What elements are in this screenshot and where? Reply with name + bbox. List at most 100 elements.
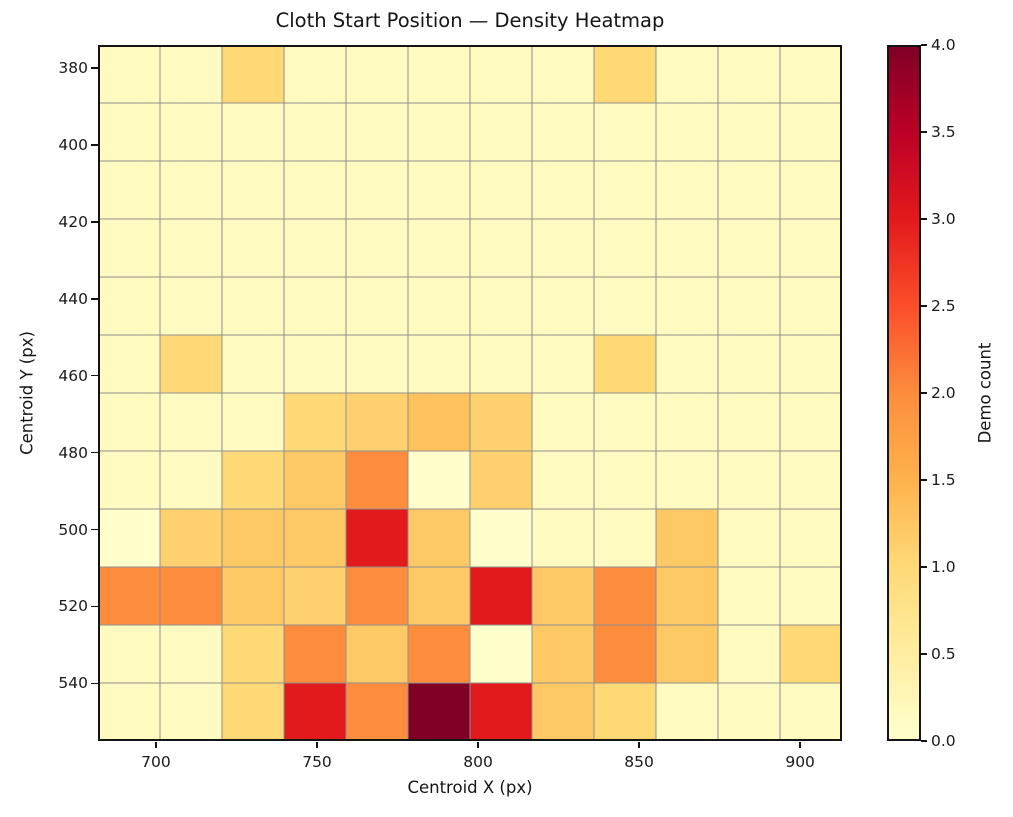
y-tick [91, 221, 98, 223]
heatmap-cell [98, 219, 160, 277]
heatmap-cell [408, 277, 470, 335]
heatmap-cell [718, 161, 780, 219]
heatmap-cell [408, 393, 470, 451]
y-tick-label: 540 [58, 674, 88, 693]
y-tick-label: 460 [58, 366, 88, 385]
heatmap-cell [346, 103, 408, 161]
heatmap-cell [222, 103, 284, 161]
heatmap-cell [284, 103, 346, 161]
heatmap-cell [718, 683, 780, 741]
heatmap-cell [284, 625, 346, 683]
heatmap-cell [656, 161, 718, 219]
x-tick-label: 900 [785, 753, 815, 771]
x-tick-label: 750 [302, 753, 332, 771]
heatmap-cell [594, 625, 656, 683]
heatmap-cell [346, 625, 408, 683]
heatmap-cell [780, 625, 842, 683]
heatmap-cell [532, 45, 594, 103]
heatmap-cell [532, 625, 594, 683]
heatmap-cell [594, 335, 656, 393]
heatmap-cell [718, 103, 780, 161]
heatmap-cell [532, 451, 594, 509]
colorbar-tick-label: 1.0 [931, 558, 956, 576]
heatmap-cell [346, 393, 408, 451]
heatmap-cell [408, 567, 470, 625]
heatmap-cell [470, 683, 532, 741]
heatmap-cell [408, 45, 470, 103]
heatmap-cell [160, 683, 222, 741]
x-tick [316, 742, 318, 748]
heatmap-cell [594, 45, 656, 103]
heatmap-cell [160, 335, 222, 393]
heatmap-cell [346, 45, 408, 103]
heatmap-plot [98, 45, 842, 741]
heatmap-cell [532, 509, 594, 567]
heatmap-cell [284, 161, 346, 219]
heatmap-cell [160, 161, 222, 219]
heatmap-cell [470, 567, 532, 625]
heatmap-cell [532, 335, 594, 393]
heatmap-cell [718, 509, 780, 567]
y-tick [91, 374, 98, 377]
heatmap-cell [532, 103, 594, 161]
heatmap-cell [98, 45, 160, 103]
heatmap-cell [718, 277, 780, 335]
heatmap-cell [718, 45, 780, 103]
heatmap-cell [408, 335, 470, 393]
y-tick-label: 380 [58, 59, 88, 78]
heatmap-cell [594, 277, 656, 335]
heatmap-cell [346, 219, 408, 277]
heatmap-cell [98, 683, 160, 741]
heatmap-cell [98, 625, 160, 683]
heatmap-cell [470, 277, 532, 335]
heatmap-cell [98, 509, 160, 567]
heatmap-cell [222, 683, 284, 741]
heatmap-cell [284, 509, 346, 567]
heatmap-cell [656, 335, 718, 393]
heatmap-cell [222, 393, 284, 451]
x-tick [799, 742, 801, 748]
heatmap-cell [718, 625, 780, 683]
heatmap-cell [408, 509, 470, 567]
heatmap-cell [222, 45, 284, 103]
heatmap-cell [780, 277, 842, 335]
heatmap-cell [594, 451, 656, 509]
chart-title: Cloth Start Position — Density Heatmap [275, 9, 665, 32]
heatmap-cell [594, 683, 656, 741]
heatmap-cell [470, 393, 532, 451]
heatmap-cell [222, 567, 284, 625]
heatmap-cell [656, 567, 718, 625]
y-tick [91, 682, 98, 685]
heatmap-cell [656, 219, 718, 277]
heatmap-cell [780, 335, 842, 393]
heatmap-cell [160, 509, 222, 567]
heatmap-cell [780, 509, 842, 567]
heatmap-cell [470, 103, 532, 161]
heatmap-cell [346, 277, 408, 335]
heatmap-cell [656, 393, 718, 451]
heatmap-cell [656, 277, 718, 335]
heatmap-cell [222, 335, 284, 393]
colorbar-tick-label: 4.0 [931, 36, 956, 54]
heatmap-cell [222, 277, 284, 335]
heatmap-cell [98, 161, 160, 219]
heatmap-cell [160, 103, 222, 161]
colorbar-tick-label: 2.0 [931, 384, 956, 402]
heatmap-cell [780, 451, 842, 509]
y-tick [91, 451, 98, 454]
y-tick [91, 144, 98, 146]
colorbar-tick-label: 2.5 [931, 297, 956, 315]
heatmap-cell [160, 393, 222, 451]
heatmap-cell [222, 625, 284, 683]
heatmap-cell [718, 567, 780, 625]
heatmap-cell [470, 219, 532, 277]
heatmap-cell [470, 45, 532, 103]
y-tick-label: 420 [58, 212, 88, 231]
heatmap-cell [222, 451, 284, 509]
x-axis-label: Centroid X (px) [407, 778, 533, 797]
heatmap-cell [408, 161, 470, 219]
y-tick-label: 480 [58, 443, 88, 462]
heatmap-cell [656, 451, 718, 509]
colorbar-tick [921, 740, 927, 742]
heatmap-cell [98, 335, 160, 393]
